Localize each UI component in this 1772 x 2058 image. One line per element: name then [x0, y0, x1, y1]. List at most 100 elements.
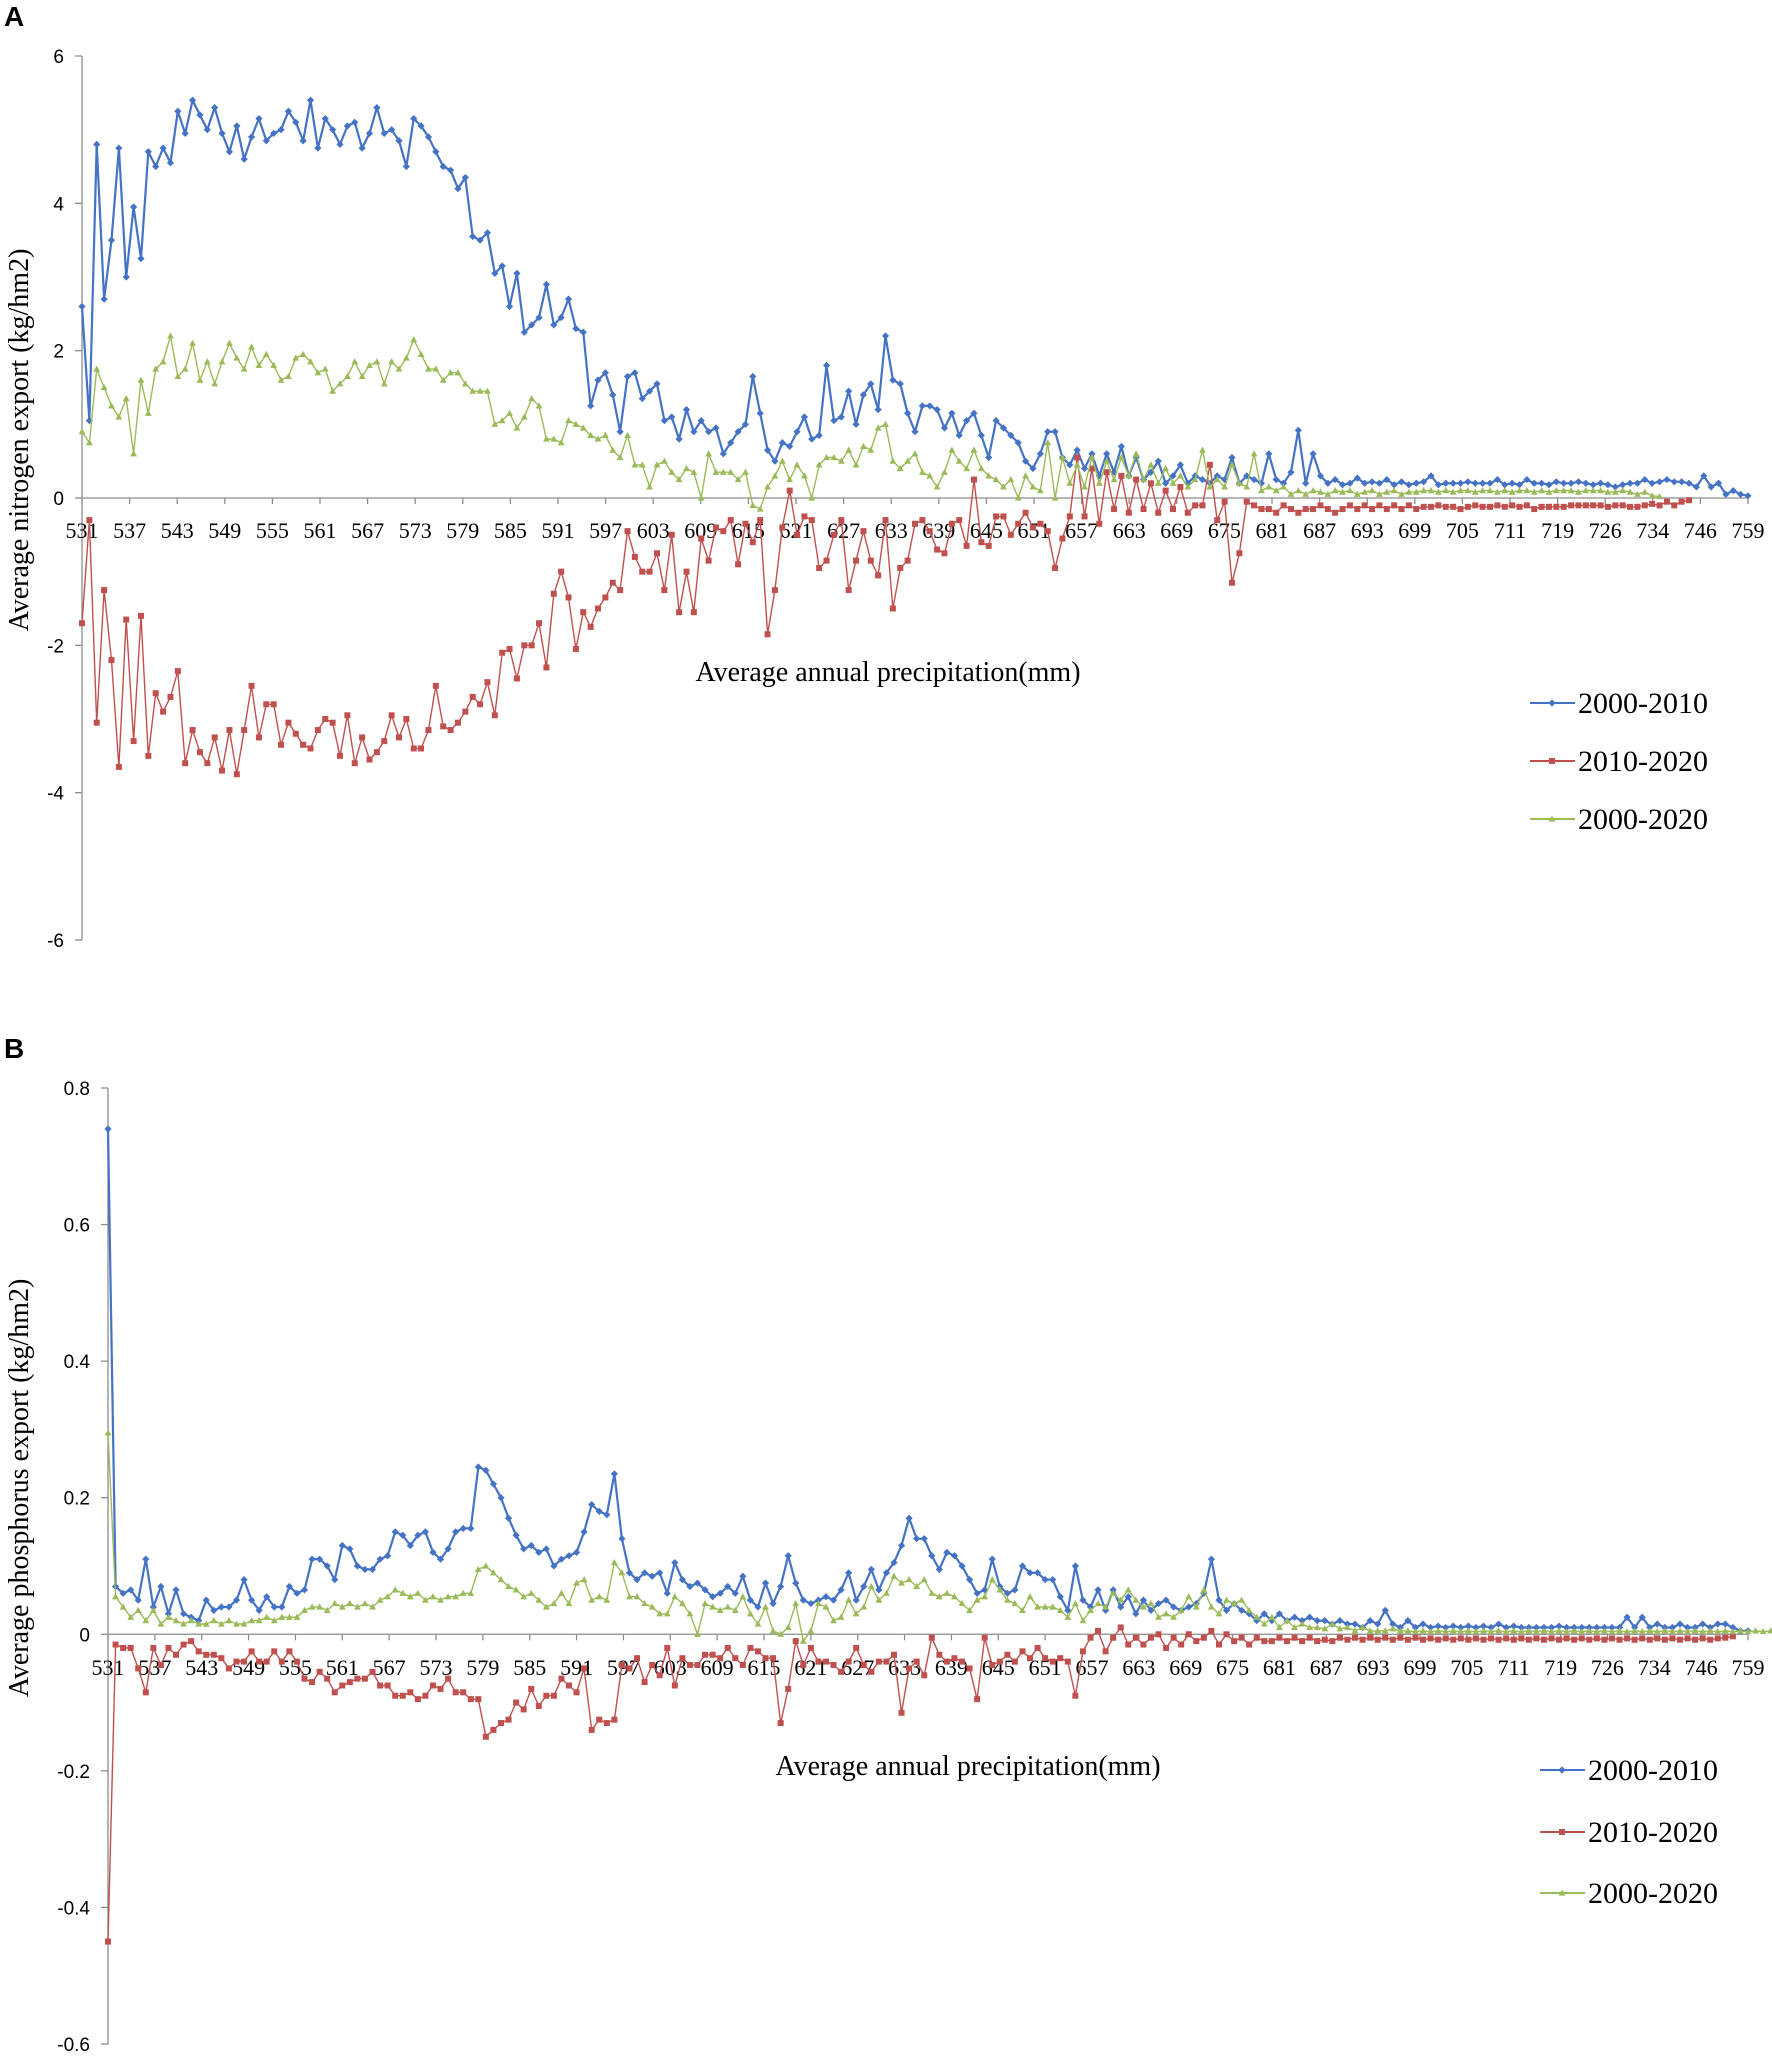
data-point	[1449, 479, 1457, 487]
data-point	[395, 365, 403, 372]
data-point	[816, 564, 823, 571]
data-point	[343, 122, 351, 130]
data-point	[1033, 1569, 1042, 1577]
x-tick-label: 669	[1160, 518, 1193, 543]
data-point	[1359, 1636, 1366, 1643]
data-point	[1228, 579, 1235, 586]
x-tick-label: 746	[1684, 518, 1717, 543]
data-point	[734, 475, 742, 483]
data-point	[1007, 431, 1015, 439]
data-point	[588, 1500, 596, 1509]
data-point	[838, 517, 845, 524]
data-point	[724, 1644, 731, 1651]
data-point	[316, 1668, 323, 1675]
data-point	[639, 568, 646, 575]
data-point	[1066, 479, 1074, 486]
data-point	[550, 1599, 558, 1607]
data-point	[1608, 1623, 1616, 1632]
data-point	[384, 1593, 392, 1600]
data-point	[454, 185, 462, 193]
data-point	[693, 1579, 702, 1587]
data-point	[720, 528, 727, 535]
x-tick-label: 669	[1169, 1655, 1202, 1680]
data-point	[1287, 468, 1295, 476]
data-point	[285, 719, 292, 726]
data-point	[1003, 1589, 1011, 1597]
data-point	[1019, 1648, 1026, 1655]
data-point	[1321, 1625, 1329, 1632]
data-point	[166, 159, 175, 167]
data-point	[941, 468, 948, 475]
data-point	[741, 420, 750, 428]
data-point	[777, 1582, 785, 1591]
data-point	[1390, 481, 1398, 489]
data-point	[535, 1548, 543, 1556]
data-point	[1729, 1627, 1737, 1635]
data-point	[883, 1589, 890, 1596]
data-point	[656, 1610, 664, 1617]
data-point	[93, 365, 101, 372]
data-point	[1036, 450, 1044, 458]
data-point	[174, 668, 181, 675]
data-point	[1575, 502, 1582, 509]
data-point	[1294, 487, 1302, 494]
data-point	[1049, 1603, 1057, 1610]
data-point	[686, 1662, 693, 1669]
data-point	[406, 1593, 414, 1600]
data-point	[1133, 476, 1140, 483]
data-point	[414, 1589, 422, 1596]
data-point	[746, 1596, 754, 1604]
legend-marker	[1549, 758, 1555, 764]
data-point	[1147, 468, 1155, 476]
data-point	[719, 450, 727, 458]
data-point	[1221, 475, 1229, 484]
data-point	[1413, 506, 1420, 513]
data-point	[1007, 531, 1014, 538]
data-point	[1508, 488, 1516, 495]
data-point	[122, 273, 130, 281]
data-point	[219, 767, 226, 774]
data-point	[981, 1593, 989, 1600]
data-point	[1310, 506, 1317, 513]
data-point	[484, 679, 491, 686]
data-point	[1215, 1641, 1222, 1648]
data-point	[985, 472, 993, 479]
data-point	[119, 1589, 127, 1597]
data-point	[1376, 502, 1383, 509]
data-point	[134, 1606, 142, 1613]
data-point	[346, 1545, 354, 1553]
data-point	[439, 162, 447, 171]
data-point	[1199, 502, 1206, 509]
data-point	[542, 280, 551, 288]
data-point	[504, 1514, 513, 1522]
data-point	[476, 236, 484, 244]
data-point	[1419, 1620, 1427, 1628]
data-point	[1638, 1627, 1646, 1635]
data-point	[671, 1593, 679, 1600]
data-point	[1420, 487, 1428, 494]
data-point	[1279, 479, 1288, 487]
data-point	[875, 1586, 883, 1594]
data-point	[588, 1726, 595, 1733]
data-point	[1548, 1635, 1555, 1642]
data-point	[1094, 1586, 1102, 1594]
data-point	[786, 442, 794, 451]
data-point	[248, 343, 255, 350]
data-point	[1260, 1610, 1268, 1618]
data-point	[395, 734, 402, 741]
data-point	[786, 487, 793, 494]
data-point	[1336, 1617, 1344, 1625]
data-point	[1221, 498, 1228, 505]
data-point	[1029, 464, 1037, 473]
data-point	[323, 1562, 331, 1570]
data-point	[1124, 1593, 1132, 1601]
data-point	[1523, 475, 1531, 484]
data-point	[165, 1613, 172, 1620]
data-point	[845, 1658, 852, 1665]
data-point	[130, 203, 138, 211]
data-point	[1118, 472, 1125, 479]
data-point	[808, 435, 816, 443]
data-point	[807, 1599, 815, 1608]
data-point	[1464, 1627, 1472, 1634]
data-point	[679, 1655, 686, 1662]
